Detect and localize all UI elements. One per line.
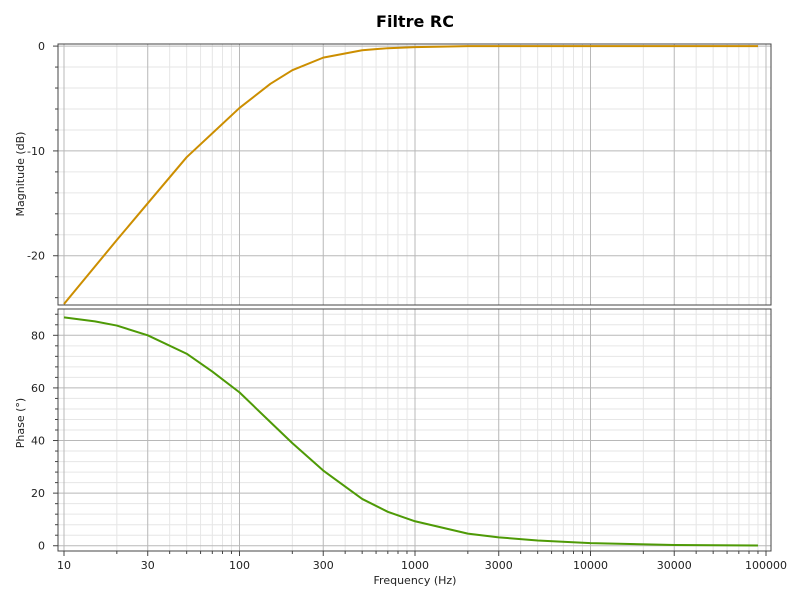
magnitude-plot-frame [57, 43, 772, 306]
magnitude-series-line [63, 45, 758, 305]
magnitude-y-tick-label: -10 [27, 145, 45, 158]
phase-y-axis-label: Phase (°) [14, 398, 27, 448]
phase-grid [58, 309, 771, 551]
magnitude-grid [58, 44, 771, 305]
x-tick-label: 10 [57, 559, 71, 572]
x-tick-label: 300 [313, 559, 334, 572]
x-axis-ticks: 10 30 100 300 1000 3000 10000 30000 100000 [57, 551, 787, 572]
phase-series-layer [63, 316, 758, 547]
x-tick-label: 100000 [745, 559, 787, 572]
x-tick-label: 100 [229, 559, 250, 572]
magnitude-y-tick-label: 0 [38, 40, 45, 53]
phase-y-tick-label: 60 [31, 382, 45, 395]
x-tick-label: 10000 [573, 559, 608, 572]
phase-panel: 0 20 40 60 80 Phase (°) [14, 308, 772, 553]
phase-y-tick-label: 80 [31, 329, 45, 342]
phase-y-ticks: 0 20 40 60 80 [31, 313, 58, 553]
phase-y-tick-label: 0 [38, 540, 45, 553]
x-tick-label: 3000 [485, 559, 513, 572]
magnitude-series-layer [63, 45, 758, 305]
magnitude-panel: 0 -10 -20 Magnitude (dB) [14, 40, 772, 306]
chart-title: Filtre RC [376, 12, 454, 31]
phase-series-line [63, 316, 758, 547]
magnitude-y-tick-label: -20 [27, 250, 45, 263]
x-tick-label: 1000 [401, 559, 429, 572]
x-tick-label: 30 [141, 559, 155, 572]
phase-y-tick-label: 40 [31, 435, 45, 448]
magnitude-y-ticks: 0 -10 -20 [27, 40, 58, 299]
x-axis-label: Frequency (Hz) [374, 574, 457, 587]
magnitude-y-axis-label: Magnitude (dB) [14, 132, 27, 217]
x-tick-label: 30000 [657, 559, 692, 572]
phase-y-tick-label: 20 [31, 487, 45, 500]
